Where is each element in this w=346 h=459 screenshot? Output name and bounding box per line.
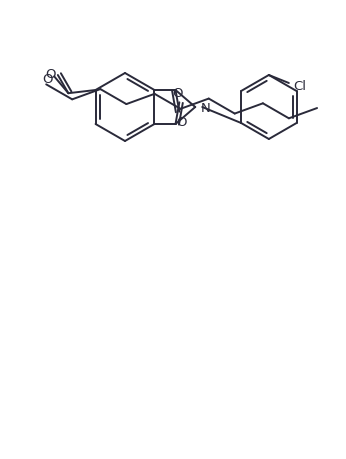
Text: Cl: Cl (293, 79, 306, 92)
Text: O: O (46, 67, 56, 80)
Text: O: O (42, 73, 53, 86)
Text: O: O (172, 87, 183, 100)
Text: O: O (176, 116, 186, 129)
Text: N: N (201, 101, 211, 114)
